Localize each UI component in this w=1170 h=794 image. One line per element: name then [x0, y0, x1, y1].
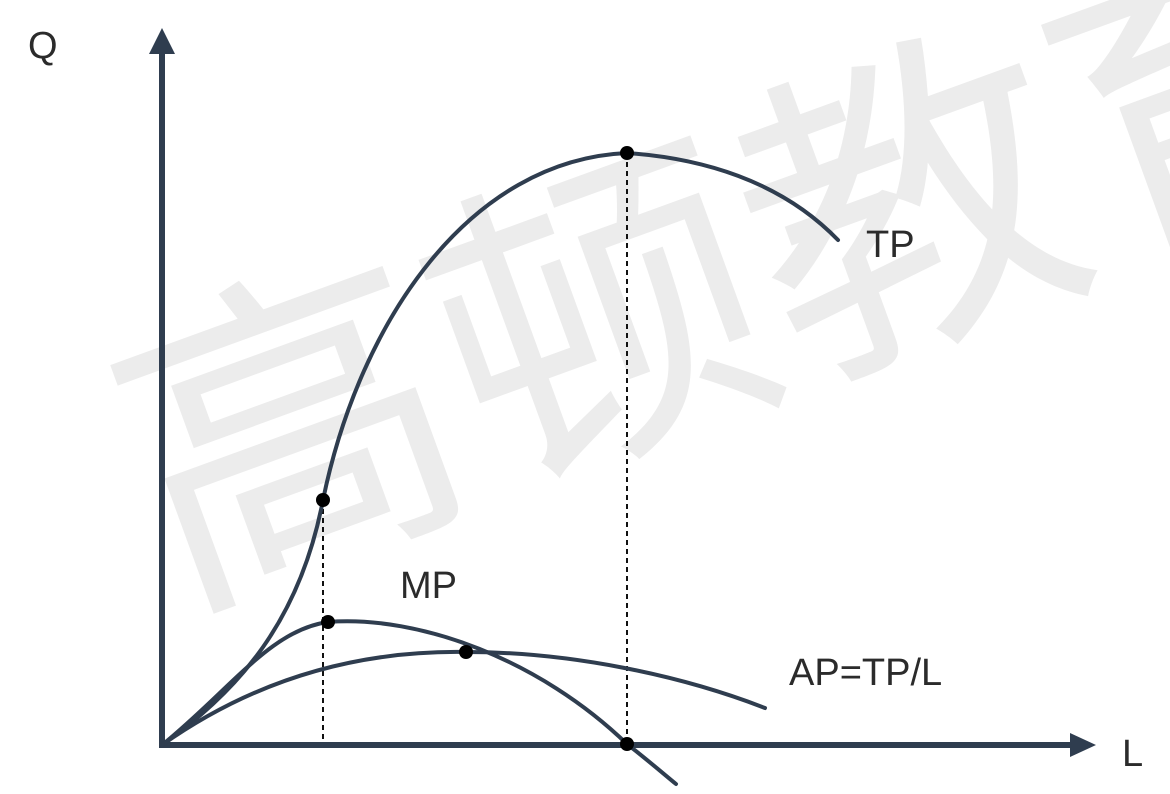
- mp-zero-point: [620, 737, 634, 751]
- ap-max-point: [459, 645, 473, 659]
- x-axis-arrow-icon: [1070, 733, 1096, 757]
- x-axis-label: L: [1122, 733, 1143, 775]
- watermark: 高顿教育: [70, 0, 1170, 673]
- tp-inflection-point: [316, 493, 330, 507]
- ap-label: AP=TP/L: [789, 652, 942, 694]
- ap-curve: [160, 649, 767, 747]
- y-axis-arrow-icon: [149, 28, 175, 54]
- mp-label: MP: [400, 565, 457, 607]
- mp-max-point: [321, 615, 335, 629]
- mp-curve: [160, 619, 678, 786]
- watermark-text: 高顿教育: [70, 0, 1170, 673]
- tp-curve: [160, 151, 840, 747]
- tp-max-point: [620, 146, 634, 160]
- axes: [149, 28, 1096, 757]
- y-axis-label: Q: [28, 25, 58, 67]
- tp-label: TP: [866, 224, 915, 266]
